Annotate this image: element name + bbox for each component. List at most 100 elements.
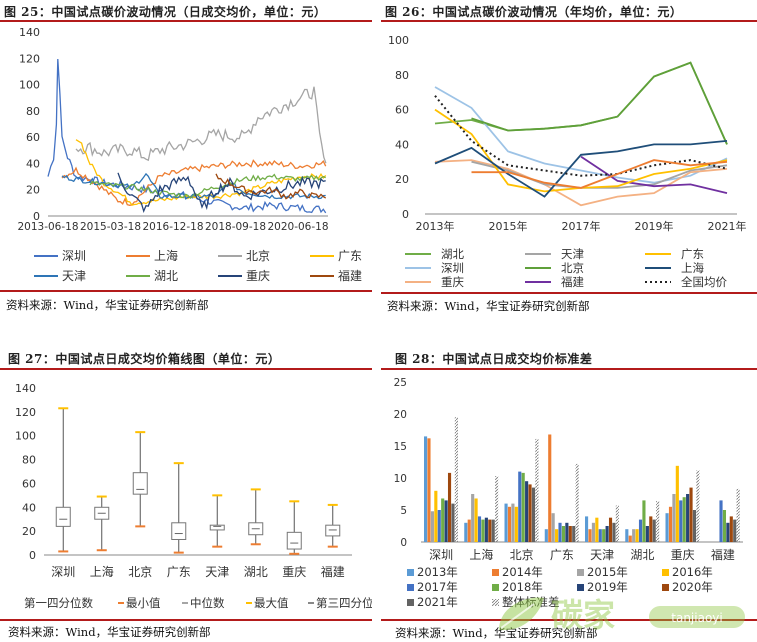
bar xyxy=(591,522,595,542)
y-tick-label: 80 xyxy=(22,454,36,467)
x-tick-label: 2013年 xyxy=(416,219,455,233)
box xyxy=(209,524,225,531)
y-tick-label: 0 xyxy=(33,210,40,223)
y-tick-label: 100 xyxy=(388,34,409,47)
box xyxy=(132,472,148,495)
title-rule xyxy=(0,20,372,22)
bar xyxy=(430,511,434,542)
y-tick-label: 20 xyxy=(395,173,409,186)
bar xyxy=(477,516,482,542)
bar xyxy=(507,506,512,542)
legend-label: 天津 xyxy=(62,269,86,283)
box xyxy=(55,506,71,527)
bar xyxy=(686,494,690,542)
source-rule xyxy=(381,292,757,294)
bar xyxy=(638,519,643,542)
title-rule xyxy=(381,20,757,22)
bar xyxy=(668,506,673,542)
chart-panel-28: 图 28：中国试点日成交均价标准差 0 5 10 15 20 25 深圳 上海 北京 广东 天津 湖北… xyxy=(381,346,757,642)
bar xyxy=(467,519,471,542)
bar xyxy=(625,529,629,542)
bar xyxy=(441,498,445,542)
series-line xyxy=(434,95,728,177)
watermark-brand: 碳家 xyxy=(551,596,615,634)
source-rule xyxy=(0,619,372,621)
x-tick-label: 2016-12-18 xyxy=(142,221,203,233)
legend-swatch xyxy=(407,599,414,606)
bar xyxy=(511,503,515,542)
y-tick-label: 0 xyxy=(400,537,407,549)
bar xyxy=(575,463,579,542)
bar xyxy=(649,516,653,542)
legend-label: 福建 xyxy=(338,268,362,283)
x-tick-label: 2017年 xyxy=(562,219,601,233)
series-line xyxy=(61,159,327,206)
bar xyxy=(696,470,700,542)
series-line xyxy=(75,139,327,206)
legend-label: 第三四分位数 xyxy=(316,596,372,610)
series-line xyxy=(434,61,728,145)
legend-label: 北京 xyxy=(561,261,584,275)
y-tick-label: 25 xyxy=(394,377,407,389)
y-tick-label: 120 xyxy=(19,52,40,65)
bar xyxy=(729,516,733,542)
bar xyxy=(548,434,552,542)
legend-swatch xyxy=(407,584,414,591)
y-tick-label: 20 xyxy=(22,525,36,538)
x-tick-label: 福建 xyxy=(711,547,735,562)
bar xyxy=(434,490,438,542)
x-tick-label: 重庆 xyxy=(671,548,695,562)
bar xyxy=(675,465,679,542)
watermark-latin: tanjiaoyi xyxy=(671,611,722,625)
bar xyxy=(491,519,495,542)
legend-label: 2019年 xyxy=(587,580,628,594)
bar xyxy=(451,503,455,542)
leaf-icon: 碳家 tanjiaoyi xyxy=(499,596,745,634)
bar xyxy=(558,522,562,542)
series-line xyxy=(117,172,326,214)
x-tick-label: 广东 xyxy=(550,548,574,562)
bar xyxy=(514,506,518,542)
x-tick-label: 湖北 xyxy=(630,547,654,562)
legend-swatch xyxy=(492,599,499,606)
source-rule xyxy=(381,619,757,621)
legend-label: 2020年 xyxy=(672,580,713,594)
chart-panel-27: 图 27：中国试点日成交均价箱线图（单位：元） 0 20 40 60 80 100 120 1… xyxy=(0,346,372,642)
x-tick-label: 北京 xyxy=(510,548,534,562)
y-tick-label: 140 xyxy=(19,26,40,39)
legend-label: 第一四分位数 xyxy=(24,596,93,610)
bar xyxy=(437,510,441,542)
series-line xyxy=(580,155,728,194)
bar xyxy=(565,522,569,542)
legend-label: 2014年 xyxy=(502,565,543,579)
legend-label: 湖北 xyxy=(154,268,178,283)
bar xyxy=(645,526,649,542)
bar xyxy=(484,517,488,542)
y-tick-label: 0 xyxy=(402,208,409,221)
y-tick-label: 20 xyxy=(394,409,407,421)
bar xyxy=(544,529,548,542)
bar xyxy=(585,516,589,542)
bar xyxy=(722,510,727,542)
bar xyxy=(495,476,499,542)
bar xyxy=(608,517,613,542)
x-tick-label: 2021年 xyxy=(708,219,747,233)
series-line xyxy=(434,140,728,198)
legend-label: 福建 xyxy=(561,275,584,289)
bar xyxy=(682,497,686,542)
bar xyxy=(602,529,606,542)
x-tick-label: 福建 xyxy=(321,564,345,579)
bar xyxy=(652,519,656,542)
bar xyxy=(424,436,428,542)
bar xyxy=(525,481,529,542)
bar xyxy=(642,500,646,542)
chart-source: 资料来源：Wind，华宝证券研究创新部 xyxy=(6,298,209,312)
legend-label: 天津 xyxy=(561,247,584,261)
legend-label: 中位数 xyxy=(190,596,225,610)
bar xyxy=(733,519,737,542)
bar xyxy=(535,438,539,542)
chart-title: 图 26：中国试点碳价波动情况（年均价，单位：元） xyxy=(385,5,683,19)
bar xyxy=(595,517,599,542)
x-tick-label: 上海 xyxy=(90,564,114,579)
y-tick-label: 0 xyxy=(29,549,36,562)
